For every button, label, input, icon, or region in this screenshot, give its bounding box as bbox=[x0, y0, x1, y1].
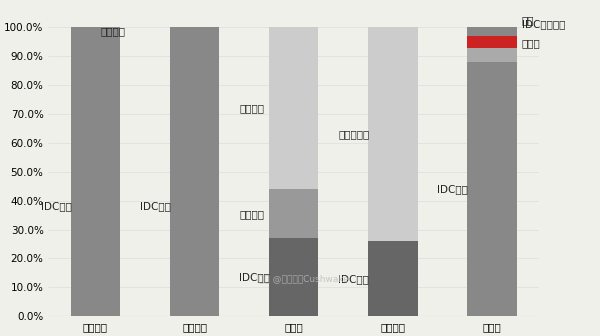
Text: 家庭宽带: 家庭宽带 bbox=[239, 103, 264, 113]
Bar bbox=[467, 47, 517, 62]
Bar bbox=[269, 189, 319, 238]
Bar bbox=[368, 241, 418, 316]
Text: 云销售: 云销售 bbox=[521, 38, 541, 48]
Text: IDC服务: IDC服务 bbox=[41, 202, 72, 211]
Bar bbox=[368, 27, 418, 241]
Bar bbox=[269, 238, 319, 316]
Text: 设备销售: 设备销售 bbox=[100, 27, 125, 37]
Bar bbox=[467, 27, 517, 36]
Text: 云计算业务: 云计算业务 bbox=[338, 129, 370, 139]
Bar bbox=[269, 27, 319, 189]
Bar bbox=[467, 62, 517, 316]
Text: IDC业务: IDC业务 bbox=[338, 274, 369, 284]
Bar bbox=[71, 27, 120, 36]
Text: 智慧云网: 智慧云网 bbox=[239, 209, 264, 219]
Bar bbox=[71, 36, 120, 316]
Text: 其他: 其他 bbox=[521, 15, 534, 25]
Text: IDC业务: IDC业务 bbox=[140, 202, 171, 211]
Bar bbox=[170, 27, 220, 316]
Text: 知乎 @戚德梁行Cushwake: 知乎 @戚德梁行Cushwake bbox=[259, 274, 349, 283]
Bar bbox=[467, 36, 517, 47]
Text: IDC服务: IDC服务 bbox=[437, 184, 468, 194]
Text: IDC解决方案: IDC解决方案 bbox=[521, 19, 565, 29]
Text: IDC业务: IDC业务 bbox=[239, 272, 270, 282]
